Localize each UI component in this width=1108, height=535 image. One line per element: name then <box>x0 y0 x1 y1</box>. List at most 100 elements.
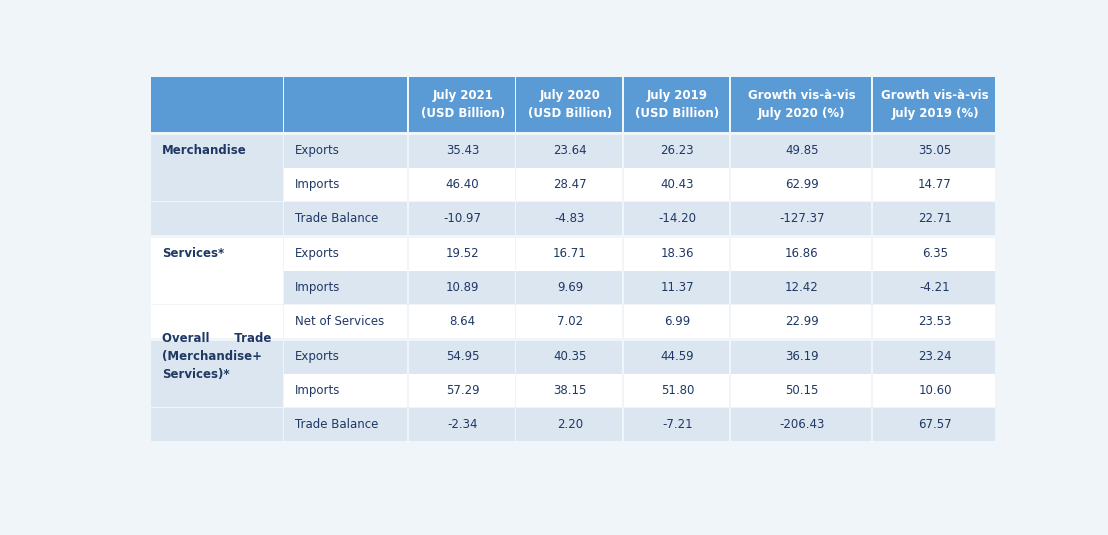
Text: Merchandise: Merchandise <box>162 144 246 157</box>
FancyBboxPatch shape <box>409 305 514 338</box>
FancyBboxPatch shape <box>152 374 283 407</box>
Text: 23.24: 23.24 <box>919 350 952 363</box>
Text: 50.15: 50.15 <box>786 384 819 397</box>
Text: 22.71: 22.71 <box>919 212 952 225</box>
Text: Growth vis-à-vis
July 2019 (%): Growth vis-à-vis July 2019 (%) <box>881 89 988 120</box>
FancyBboxPatch shape <box>152 78 283 132</box>
FancyBboxPatch shape <box>624 408 729 441</box>
Text: 26.23: 26.23 <box>660 144 694 157</box>
FancyBboxPatch shape <box>516 169 622 201</box>
Text: 28.47: 28.47 <box>553 178 587 191</box>
Text: Growth vis-à-vis
July 2020 (%): Growth vis-à-vis July 2020 (%) <box>748 89 855 120</box>
Text: 16.86: 16.86 <box>786 247 819 260</box>
Text: 6.99: 6.99 <box>664 315 690 328</box>
Text: 49.85: 49.85 <box>786 144 819 157</box>
Text: -7.21: -7.21 <box>661 418 692 431</box>
FancyBboxPatch shape <box>873 135 995 167</box>
FancyBboxPatch shape <box>152 238 283 271</box>
Text: 9.69: 9.69 <box>557 281 583 294</box>
FancyBboxPatch shape <box>152 135 283 167</box>
FancyBboxPatch shape <box>285 408 408 441</box>
FancyBboxPatch shape <box>285 374 408 407</box>
FancyBboxPatch shape <box>152 202 283 235</box>
Text: 12.42: 12.42 <box>784 281 819 294</box>
Text: 19.52: 19.52 <box>445 247 480 260</box>
Text: July 2021
(USD Billion): July 2021 (USD Billion) <box>421 89 505 120</box>
Text: 11.37: 11.37 <box>660 281 694 294</box>
Text: 54.95: 54.95 <box>445 350 480 363</box>
Text: 22.99: 22.99 <box>784 315 819 328</box>
FancyBboxPatch shape <box>516 374 622 407</box>
FancyBboxPatch shape <box>731 78 871 132</box>
Text: 35.05: 35.05 <box>919 144 952 157</box>
FancyBboxPatch shape <box>409 169 514 201</box>
Text: Overall      Trade
(Merchandise+
Services)*: Overall Trade (Merchandise+ Services)* <box>162 332 271 381</box>
FancyBboxPatch shape <box>731 408 871 441</box>
FancyBboxPatch shape <box>285 135 408 167</box>
Text: 40.43: 40.43 <box>660 178 694 191</box>
Text: Net of Services: Net of Services <box>295 315 384 328</box>
Text: 40.35: 40.35 <box>553 350 586 363</box>
FancyBboxPatch shape <box>731 305 871 338</box>
FancyBboxPatch shape <box>285 341 408 373</box>
Text: Imports: Imports <box>295 384 340 397</box>
FancyBboxPatch shape <box>624 78 729 132</box>
FancyBboxPatch shape <box>409 374 514 407</box>
FancyBboxPatch shape <box>152 408 283 441</box>
FancyBboxPatch shape <box>409 238 514 271</box>
FancyBboxPatch shape <box>409 408 514 441</box>
Text: Exports: Exports <box>295 144 340 157</box>
Text: 18.36: 18.36 <box>660 247 694 260</box>
FancyBboxPatch shape <box>285 305 408 338</box>
Text: -4.83: -4.83 <box>555 212 585 225</box>
FancyBboxPatch shape <box>516 341 622 373</box>
FancyBboxPatch shape <box>516 271 622 304</box>
FancyBboxPatch shape <box>409 341 514 373</box>
Text: Trade Balance: Trade Balance <box>295 212 378 225</box>
FancyBboxPatch shape <box>516 135 622 167</box>
Text: 36.19: 36.19 <box>786 350 819 363</box>
Text: 38.15: 38.15 <box>553 384 586 397</box>
FancyBboxPatch shape <box>731 169 871 201</box>
Text: 51.80: 51.80 <box>660 384 694 397</box>
FancyBboxPatch shape <box>873 271 995 304</box>
Text: 35.43: 35.43 <box>447 144 480 157</box>
FancyBboxPatch shape <box>624 135 729 167</box>
Text: -4.21: -4.21 <box>920 281 951 294</box>
FancyBboxPatch shape <box>873 341 995 373</box>
Text: 10.89: 10.89 <box>445 281 480 294</box>
Text: -127.37: -127.37 <box>779 212 824 225</box>
Text: July 2019
(USD Billion): July 2019 (USD Billion) <box>635 89 719 120</box>
FancyBboxPatch shape <box>731 271 871 304</box>
FancyBboxPatch shape <box>152 305 283 338</box>
FancyBboxPatch shape <box>285 202 408 235</box>
FancyBboxPatch shape <box>624 271 729 304</box>
FancyBboxPatch shape <box>516 202 622 235</box>
Text: 46.40: 46.40 <box>445 178 480 191</box>
Text: July 2020
(USD Billion): July 2020 (USD Billion) <box>527 89 612 120</box>
FancyBboxPatch shape <box>873 202 995 235</box>
FancyBboxPatch shape <box>409 271 514 304</box>
Text: Exports: Exports <box>295 350 340 363</box>
FancyBboxPatch shape <box>285 78 408 132</box>
Text: 23.53: 23.53 <box>919 315 952 328</box>
FancyBboxPatch shape <box>516 78 622 132</box>
Text: 62.99: 62.99 <box>784 178 819 191</box>
Text: 14.77: 14.77 <box>919 178 952 191</box>
FancyBboxPatch shape <box>873 408 995 441</box>
FancyBboxPatch shape <box>873 78 995 132</box>
Text: 2.20: 2.20 <box>557 418 583 431</box>
Text: -10.97: -10.97 <box>443 212 482 225</box>
Text: -2.34: -2.34 <box>448 418 478 431</box>
Text: 6.35: 6.35 <box>922 247 948 260</box>
FancyBboxPatch shape <box>285 238 408 271</box>
FancyBboxPatch shape <box>731 238 871 271</box>
FancyBboxPatch shape <box>873 374 995 407</box>
FancyBboxPatch shape <box>152 271 283 304</box>
FancyBboxPatch shape <box>516 238 622 271</box>
FancyBboxPatch shape <box>624 374 729 407</box>
FancyBboxPatch shape <box>731 374 871 407</box>
FancyBboxPatch shape <box>873 169 995 201</box>
FancyBboxPatch shape <box>624 169 729 201</box>
FancyBboxPatch shape <box>731 135 871 167</box>
